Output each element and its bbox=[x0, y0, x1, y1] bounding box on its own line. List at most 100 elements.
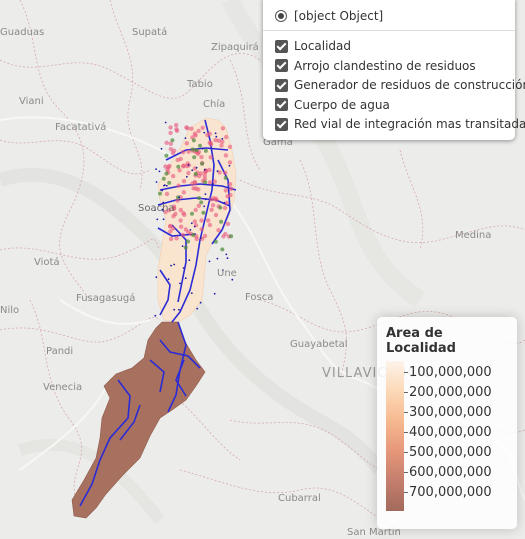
arrojo-point[interactable] bbox=[186, 170, 191, 176]
generador-point[interactable] bbox=[200, 161, 205, 166]
arrojo-point[interactable] bbox=[171, 214, 176, 219]
road-vertex[interactable] bbox=[164, 121, 167, 124]
arrojo-point[interactable] bbox=[202, 233, 208, 239]
generador-point[interactable] bbox=[192, 155, 197, 160]
road-vertex[interactable] bbox=[222, 269, 224, 272]
arrojo-point[interactable] bbox=[179, 224, 184, 229]
generador-point[interactable] bbox=[164, 153, 169, 158]
overlay-red-vial[interactable]: Red vial de integración mas transitada bbox=[275, 115, 525, 135]
road-vertex[interactable] bbox=[162, 209, 165, 212]
generador-point[interactable] bbox=[229, 234, 234, 239]
arrojo-point[interactable] bbox=[195, 151, 201, 156]
arrojo-point[interactable] bbox=[210, 203, 216, 208]
arrojo-point[interactable] bbox=[220, 126, 226, 131]
arrojo-point[interactable] bbox=[207, 167, 212, 173]
arrojo-point[interactable] bbox=[175, 157, 180, 163]
base-layer-option[interactable]: [object Object] bbox=[275, 6, 507, 26]
arrojo-point[interactable] bbox=[225, 221, 231, 227]
layers-control[interactable]: [object Object] Localidad Arrojo clandes… bbox=[263, 0, 525, 140]
road-vertex[interactable] bbox=[178, 308, 180, 311]
arrojo-point[interactable] bbox=[194, 236, 199, 242]
road-vertex[interactable] bbox=[223, 201, 226, 204]
checkbox-checked-icon[interactable] bbox=[275, 59, 288, 73]
generador-point[interactable] bbox=[220, 247, 225, 252]
road-line[interactable] bbox=[79, 379, 131, 507]
arrojo-point[interactable] bbox=[208, 155, 213, 160]
road-vertex[interactable] bbox=[203, 205, 206, 208]
road-line[interactable] bbox=[159, 183, 237, 191]
arrojo-point[interactable] bbox=[190, 181, 195, 186]
generador-point[interactable] bbox=[176, 164, 181, 169]
arrojo-point[interactable] bbox=[166, 208, 172, 213]
arrojo-point[interactable] bbox=[180, 232, 186, 238]
generador-point[interactable] bbox=[203, 148, 208, 153]
arrojo-point[interactable] bbox=[168, 125, 173, 130]
generador-point[interactable] bbox=[170, 138, 175, 143]
arrojo-point[interactable] bbox=[168, 141, 173, 146]
arrojo-point[interactable] bbox=[196, 128, 201, 134]
road-vertex[interactable] bbox=[226, 257, 229, 260]
arrojo-point[interactable] bbox=[228, 182, 233, 187]
arrojo-point[interactable] bbox=[197, 173, 202, 179]
generador-point[interactable] bbox=[203, 180, 208, 185]
road-vertex[interactable] bbox=[212, 183, 214, 185]
generador-point[interactable] bbox=[194, 148, 199, 153]
generador-point[interactable] bbox=[161, 176, 166, 181]
generador-point[interactable] bbox=[223, 175, 228, 180]
arrojo-point[interactable] bbox=[163, 209, 168, 215]
road-vertex[interactable] bbox=[204, 193, 207, 196]
arrojo-point[interactable] bbox=[174, 236, 179, 241]
arrojo-point[interactable] bbox=[200, 125, 205, 130]
arrojo-point[interactable] bbox=[213, 138, 218, 143]
road-vertex[interactable] bbox=[155, 181, 158, 183]
arrojo-point[interactable] bbox=[220, 139, 225, 144]
road-line[interactable] bbox=[159, 269, 171, 316]
arrojo-point[interactable] bbox=[202, 173, 207, 178]
arrojo-point[interactable] bbox=[212, 179, 217, 184]
arrojo-point[interactable] bbox=[228, 192, 233, 198]
generador-point[interactable] bbox=[199, 200, 204, 205]
road-vertex[interactable] bbox=[193, 225, 196, 228]
arrojo-point[interactable] bbox=[171, 173, 176, 179]
arrojo-point[interactable] bbox=[202, 176, 208, 182]
checkbox-checked-icon[interactable] bbox=[275, 78, 288, 92]
overlay-arrojo-clandestino[interactable]: Arrojo clandestino de residuos bbox=[275, 56, 507, 76]
checkbox-checked-icon[interactable] bbox=[275, 117, 288, 131]
road-vertex[interactable] bbox=[231, 278, 234, 281]
generador-point[interactable] bbox=[191, 233, 196, 237]
arrojo-point[interactable] bbox=[209, 207, 214, 212]
road-vertex[interactable] bbox=[187, 164, 190, 166]
arrojo-point[interactable] bbox=[192, 219, 197, 224]
generador-point[interactable] bbox=[164, 171, 169, 176]
generador-point[interactable] bbox=[190, 147, 195, 152]
arrojo-point[interactable] bbox=[211, 196, 216, 201]
road-vertex[interactable] bbox=[160, 147, 163, 150]
road-vertex[interactable] bbox=[163, 184, 165, 187]
arrojo-point[interactable] bbox=[219, 143, 224, 148]
arrojo-point[interactable] bbox=[174, 127, 179, 132]
arrojo-point[interactable] bbox=[207, 222, 213, 228]
arrojo-point[interactable] bbox=[224, 134, 229, 140]
road-vertex[interactable] bbox=[216, 170, 219, 173]
road-vertex[interactable] bbox=[201, 147, 204, 150]
radio-selected-icon[interactable] bbox=[275, 9, 287, 22]
arrojo-point[interactable] bbox=[172, 148, 177, 153]
arrojo-point[interactable] bbox=[199, 154, 204, 160]
arrojo-point[interactable] bbox=[186, 149, 191, 154]
generador-point[interactable] bbox=[193, 172, 198, 176]
road-vertex[interactable] bbox=[167, 278, 170, 281]
road-vertex[interactable] bbox=[178, 196, 181, 199]
checkbox-checked-icon[interactable] bbox=[275, 39, 288, 53]
arrojo-point[interactable] bbox=[181, 190, 186, 195]
arrojo-point[interactable] bbox=[168, 130, 173, 136]
arrojo-point[interactable] bbox=[189, 126, 194, 131]
overlay-cuerpo-de-agua[interactable]: Cuerpo de agua bbox=[275, 95, 507, 115]
arrojo-point[interactable] bbox=[205, 132, 210, 138]
road-vertex[interactable] bbox=[188, 259, 191, 262]
road-vertex[interactable] bbox=[173, 263, 176, 266]
arrojo-point[interactable] bbox=[199, 227, 204, 232]
road-vertex[interactable] bbox=[204, 198, 207, 201]
generador-point[interactable] bbox=[197, 196, 201, 200]
road-vertex[interactable] bbox=[215, 135, 218, 138]
arrojo-point[interactable] bbox=[164, 191, 170, 197]
